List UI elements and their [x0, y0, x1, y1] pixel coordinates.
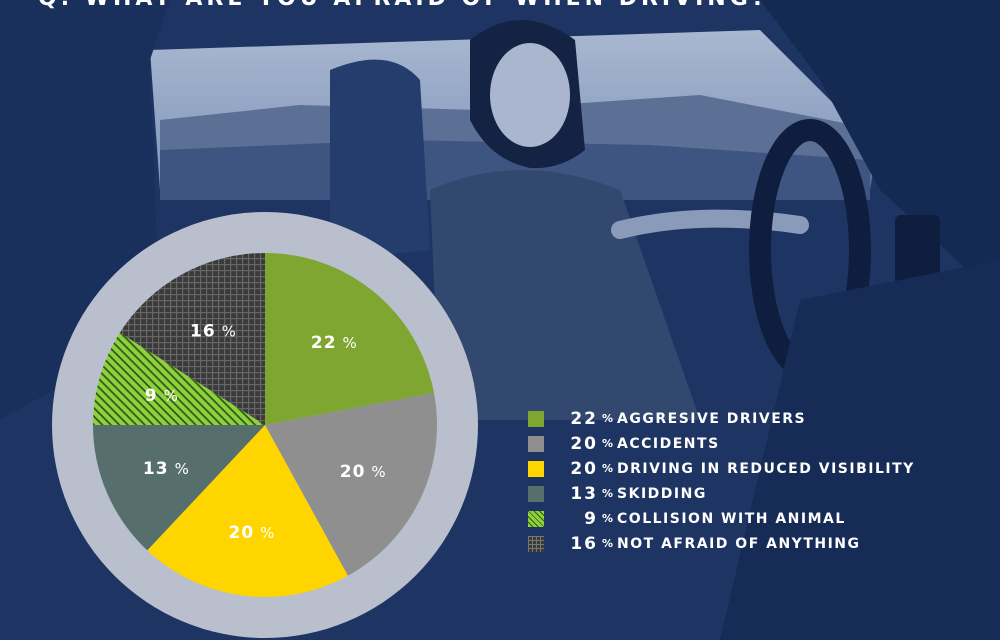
legend-label: SKIDDING [617, 485, 707, 502]
slice-value-label: 16% [190, 321, 236, 341]
legend-label: DRIVING IN REDUCED VISIBILITY [617, 460, 915, 477]
legend-unit: % [602, 537, 614, 550]
legend-swatch [528, 485, 544, 502]
legend-item-aggresive-drivers: 22% AGGRESIVE DRIVERS [528, 406, 988, 431]
legend: 22% AGGRESIVE DRIVERS 20% ACCIDENTS 20% DRIVI… [528, 406, 988, 556]
legend-value: 13 [570, 483, 598, 504]
legend-unit: % [602, 487, 614, 500]
pie-slice-driving-in-reduced-visibility [147, 425, 348, 597]
slice-unit: % [164, 387, 178, 405]
legend-label: NOT AFRAID OF ANYTHING [617, 535, 861, 552]
legend-item-accidents: 20% ACCIDENTS [528, 431, 988, 456]
slice-unit: % [222, 322, 236, 340]
legend-label: COLLISION WITH ANIMAL [617, 510, 846, 527]
legend-item-skidding: 13% SKIDDING [528, 481, 988, 506]
chart-title: Q. WHAT ARE YOU AFRAID OF WHEN DRIVING? [38, 0, 769, 11]
slice-value-label: 20% [228, 523, 274, 543]
legend-label: ACCIDENTS [617, 435, 720, 452]
slice-value: 20 [228, 523, 254, 543]
legend-unit: % [602, 437, 614, 450]
legend-swatch [528, 460, 544, 477]
slice-value: 13 [143, 459, 169, 479]
pie-slice-accidents [265, 392, 437, 576]
pie-slice-collision-with-animal [93, 332, 265, 425]
slice-value: 9 [145, 386, 158, 406]
legend-unit: % [602, 512, 614, 525]
slice-value-label: 22% [311, 333, 357, 353]
legend-swatch [528, 535, 544, 552]
slice-value: 16 [190, 321, 216, 341]
legend-value: 20 [570, 433, 598, 454]
slice-value-label: 20% [340, 462, 386, 482]
legend-unit: % [602, 412, 614, 425]
slice-value: 20 [340, 462, 366, 482]
legend-label: AGGRESIVE DRIVERS [617, 410, 807, 427]
legend-item-not-afraid-of-anything: 16% NOT AFRAID OF ANYTHING [528, 531, 988, 556]
slice-unit: % [371, 463, 385, 481]
legend-value: 20 [570, 458, 598, 479]
legend-swatch [528, 435, 544, 452]
slice-unit: % [175, 460, 189, 478]
slice-unit: % [343, 334, 357, 352]
pie-chart: 22 %20 %20 %13 %9 %16% [52, 212, 478, 638]
pie-slice-not-afraid-of-anything [119, 253, 265, 425]
slice-value-label: 9% [145, 386, 178, 406]
legend-swatch [528, 410, 544, 427]
slice-unit: % [260, 524, 274, 542]
legend-item-collision-with-animal: 9% COLLISION WITH ANIMAL [528, 506, 988, 531]
legend-value: 22 [570, 408, 598, 429]
slice-value-label: 13% [143, 459, 189, 479]
legend-value: 9 [584, 508, 598, 529]
legend-unit: % [602, 462, 614, 475]
pie-slice-skidding [93, 425, 265, 551]
slice-value: 22 [311, 333, 337, 353]
legend-swatch [528, 510, 544, 527]
legend-item-driving-in-reduced-visibility: 20% DRIVING IN REDUCED VISIBILITY [528, 456, 988, 481]
legend-value: 16 [570, 533, 598, 554]
pie-slice-aggresive-drivers [265, 253, 434, 425]
